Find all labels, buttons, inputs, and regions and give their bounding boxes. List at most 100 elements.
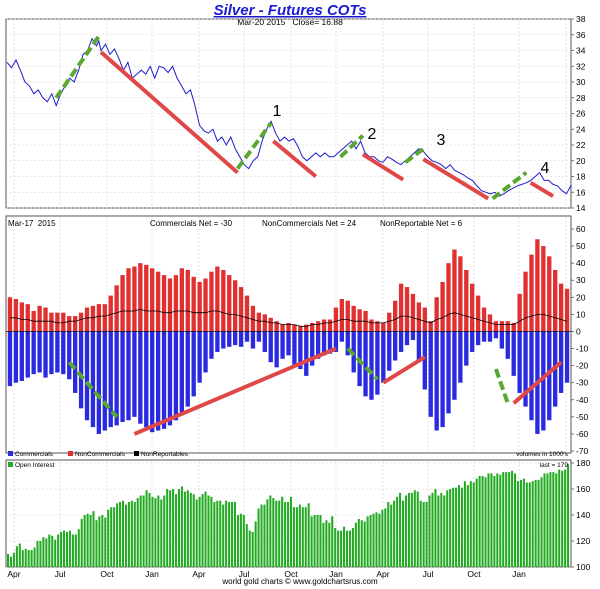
open-interest-bar: [516, 481, 519, 567]
open-interest-bar: [357, 518, 360, 567]
noncommercials-bar: [13, 299, 19, 332]
open-interest-bar: [254, 521, 257, 567]
open-interest-bar: [201, 494, 204, 567]
commercials-bar: [55, 331, 60, 373]
open-interest-bar: [522, 478, 525, 567]
open-interest-bar: [7, 554, 10, 567]
noncommercials-bar: [67, 316, 72, 332]
open-interest-bar: [86, 513, 89, 567]
cot-tick-label: 10: [576, 309, 586, 319]
price-green-trendline: [339, 134, 365, 159]
commercials-bar: [167, 331, 173, 426]
noncommercials-bar: [387, 312, 392, 332]
commercials-bar: [487, 331, 493, 342]
open-interest-bar: [460, 487, 463, 567]
open-interest-bar: [245, 524, 248, 567]
commercials-bar: [262, 331, 267, 352]
annotation-1: 1: [273, 103, 282, 120]
commercials-bar: [144, 331, 149, 428]
commercials-bar: [61, 331, 66, 375]
noncommercials-bar: [25, 304, 30, 332]
open-interest-bar: [322, 522, 325, 567]
commercials-bar: [203, 331, 208, 373]
noncommercials-bar: [19, 302, 24, 332]
open-interest-bar: [260, 504, 263, 567]
noncommercials-bar: [517, 293, 522, 332]
open-interest-bar: [567, 464, 570, 567]
open-interest-bar: [481, 476, 484, 567]
cot-red-trendline: [382, 355, 426, 385]
noncommercials-bar: [434, 297, 439, 332]
open-interest-bar: [289, 496, 293, 567]
noncommercials-bar: [558, 283, 564, 332]
open-interest-bar: [378, 513, 381, 567]
open-interest-bar: [213, 502, 216, 567]
price-red-trendline: [99, 50, 239, 175]
open-interest-bar: [437, 495, 440, 567]
commercials-bar: [529, 331, 534, 421]
noncommercials-bar: [286, 322, 291, 332]
noncommercials-bar: [428, 321, 433, 332]
noncommercials-bar: [475, 295, 481, 332]
legend-commercials-swatch: [8, 451, 13, 456]
noncommercials-bar: [209, 271, 214, 332]
open-interest-bar: [166, 489, 169, 567]
noncommercials-bar: [493, 321, 499, 332]
price-green-trendline: [404, 147, 425, 164]
open-interest-bar: [490, 473, 493, 567]
noncommercials-bar: [96, 304, 102, 332]
commercials-bar: [564, 331, 570, 383]
commercials-bar: [274, 331, 279, 368]
price-green-trendline: [491, 170, 528, 201]
commercials-bar: [138, 331, 143, 424]
noncommercials-bar: [280, 324, 285, 332]
price-tick-label: 30: [576, 77, 586, 87]
open-interest-bar: [169, 490, 172, 567]
noncommercials-bar: [132, 266, 137, 332]
x-tick-label: Jul: [239, 569, 250, 579]
open-interest-bar: [292, 507, 295, 567]
commercials-bar: [72, 331, 78, 393]
commercials-bar: [547, 331, 552, 421]
noncommercials-bar: [250, 305, 256, 332]
volumes-footnote: volumes in 1000's: [516, 451, 569, 458]
open-interest-bar: [121, 500, 125, 567]
open-interest-bar: [337, 530, 340, 567]
open-interest-bar: [48, 534, 51, 567]
commercials-bar: [250, 331, 256, 349]
open-interest-bar: [272, 498, 275, 567]
noncommercials-bar: [274, 321, 279, 332]
open-interest-bar: [387, 502, 390, 567]
noncommercials-bar: [227, 275, 232, 332]
open-interest-bar: [537, 479, 540, 567]
legend-open-interest-swatch: [8, 462, 13, 467]
oi-tick-label: 180: [576, 458, 590, 468]
cot-tick-label: 50: [576, 241, 586, 251]
cot-tick-label: -40: [576, 395, 589, 405]
open-interest-bar: [275, 500, 278, 567]
open-interest-bar: [71, 534, 74, 567]
noncommercials-bar: [470, 283, 475, 332]
noncommercials-bar: [197, 281, 202, 332]
cot-tick-label: -30: [576, 378, 589, 388]
commercials-bar: [310, 331, 315, 366]
open-interest-bar: [561, 470, 564, 567]
open-interest-bar: [416, 491, 419, 567]
open-interest-bar: [119, 502, 122, 567]
open-interest-bar: [372, 513, 375, 567]
open-interest-bar: [422, 502, 425, 567]
nonreportables-line: [10, 308, 568, 327]
open-interest-bar: [248, 530, 251, 567]
commercials-bar: [126, 331, 131, 421]
commercials-bar: [280, 331, 285, 359]
commercials-bar: [375, 331, 380, 395]
cot-tick-label: -10: [576, 344, 589, 354]
open-interest-bar: [145, 490, 148, 567]
open-interest-bar: [124, 504, 127, 567]
commercials-net-label: Commercials Net = -30: [150, 219, 233, 228]
open-interest-bar: [225, 500, 228, 567]
cot-tick-label: 20: [576, 292, 586, 302]
open-interest-bar: [222, 504, 225, 567]
noncommercials-bar: [221, 269, 226, 332]
